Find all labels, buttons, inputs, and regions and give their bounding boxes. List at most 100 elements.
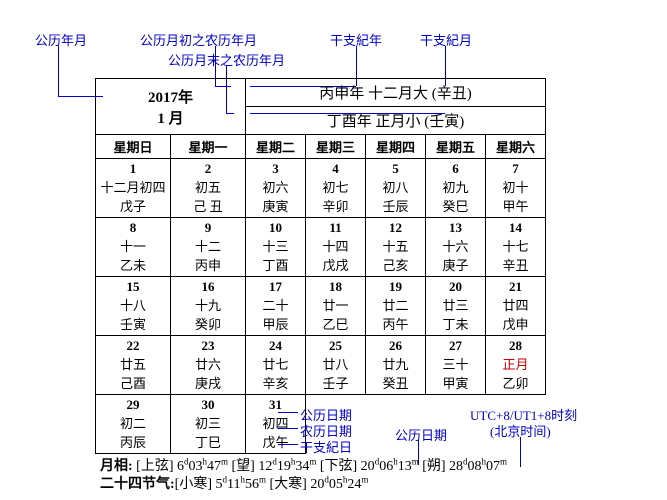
gregorian-day: 16 bbox=[171, 279, 245, 295]
lunar-day: 廿五 bbox=[96, 354, 170, 373]
ganzhi-day: 戊申 bbox=[486, 314, 545, 333]
calendar-cell: 27三十甲寅 bbox=[426, 336, 486, 395]
calendar-cell: 14十七辛丑 bbox=[486, 218, 546, 277]
ganzhi-day: 丙申 bbox=[171, 255, 245, 274]
gregorian-day: 24 bbox=[246, 338, 305, 354]
calendar-cell: 2初五己 丑 bbox=[171, 159, 246, 218]
ganzhi-day: 辛卯 bbox=[306, 196, 365, 215]
gregorian-day: 15 bbox=[96, 279, 170, 295]
gregorian-day: 19 bbox=[366, 279, 425, 295]
header-year: 2017年 bbox=[96, 86, 245, 107]
gregorian-day: 10 bbox=[246, 220, 305, 236]
label-start-lunar: 公历月初之农历年月 bbox=[140, 30, 257, 49]
gregorian-day: 7 bbox=[486, 161, 545, 177]
calendar-cell: 7初十甲午 bbox=[486, 159, 546, 218]
lunar-day: 十二月初四 bbox=[96, 177, 170, 196]
gregorian-day: 12 bbox=[366, 220, 425, 236]
lunar-day: 十三 bbox=[246, 236, 305, 255]
calendar-cell: 25廿八壬子 bbox=[306, 336, 366, 395]
weekday-header: 星期日 bbox=[96, 135, 171, 159]
label-ganzhi-month: 干支紀月 bbox=[420, 30, 472, 49]
header-year-month: 2017年 1 月 bbox=[96, 79, 246, 135]
lunar-day: 廿四 bbox=[486, 295, 545, 314]
weekday-header: 星期四 bbox=[366, 135, 426, 159]
gregorian-day: 14 bbox=[486, 220, 545, 236]
ganzhi-day: 甲辰 bbox=[246, 314, 305, 333]
ganzhi-day: 戊戌 bbox=[306, 255, 365, 274]
gregorian-day: 2 bbox=[171, 161, 245, 177]
header-lunar-line1: 丙申年 十二月大 (辛丑) bbox=[246, 79, 546, 107]
lunar-day: 廿三 bbox=[426, 295, 485, 314]
calendar-cell: 3初六庚寅 bbox=[246, 159, 306, 218]
gregorian-day: 22 bbox=[96, 338, 170, 354]
gregorian-day: 3 bbox=[246, 161, 305, 177]
label-gongli-date2: 公历日期 bbox=[395, 425, 447, 444]
gregorian-day: 30 bbox=[171, 397, 245, 413]
gregorian-day: 26 bbox=[366, 338, 425, 354]
lunar-day: 初九 bbox=[426, 177, 485, 196]
ganzhi-day: 甲午 bbox=[486, 196, 545, 215]
lunar-day: 二十 bbox=[246, 295, 305, 314]
ganzhi-day: 癸卯 bbox=[171, 314, 245, 333]
weekday-header: 星期一 bbox=[171, 135, 246, 159]
gregorian-day: 31 bbox=[246, 397, 305, 413]
gregorian-day: 29 bbox=[96, 397, 170, 413]
ganzhi-day: 丁巳 bbox=[171, 432, 245, 451]
ganzhi-day: 庚戌 bbox=[171, 373, 245, 392]
gregorian-day: 8 bbox=[96, 220, 170, 236]
gregorian-day: 18 bbox=[306, 279, 365, 295]
gregorian-day: 28 bbox=[486, 338, 545, 354]
ganzhi-day: 庚寅 bbox=[246, 196, 305, 215]
header-month: 1 月 bbox=[96, 107, 245, 128]
ganzhi-day: 丙午 bbox=[366, 314, 425, 333]
ganzhi-day: 己 丑 bbox=[171, 196, 245, 215]
ganzhi-day: 壬辰 bbox=[366, 196, 425, 215]
calendar-cell: 4初七辛卯 bbox=[306, 159, 366, 218]
lunar-day: 十八 bbox=[96, 295, 170, 314]
calendar-cell: 28正月乙卯 bbox=[486, 336, 546, 395]
label-ganzhi-day: 干支紀日 bbox=[300, 437, 352, 456]
ganzhi-day: 己酉 bbox=[96, 373, 170, 392]
ganzhi-day: 乙巳 bbox=[306, 314, 365, 333]
arrow-line bbox=[278, 412, 298, 413]
calendar-cell: 16十九癸卯 bbox=[171, 277, 246, 336]
calendar-table: 2017年 1 月 丙申年 十二月大 (辛丑) 丁酉年 正月小 (壬寅) 星期日… bbox=[95, 78, 546, 454]
calendar-cell: 29初二丙辰 bbox=[96, 395, 171, 454]
label-gongli-ym: 公历年月 bbox=[35, 30, 87, 49]
calendar-cell: 23廿六庚戌 bbox=[171, 336, 246, 395]
gregorian-day: 9 bbox=[171, 220, 245, 236]
calendar-cell: 1十二月初四戊子 bbox=[96, 159, 171, 218]
ganzhi-day: 庚子 bbox=[426, 255, 485, 274]
calendar-cell: 13十六庚子 bbox=[426, 218, 486, 277]
lunar-day: 初三 bbox=[171, 413, 245, 432]
ganzhi-day: 壬子 bbox=[306, 373, 365, 392]
calendar-cell: 5初八壬辰 bbox=[366, 159, 426, 218]
ganzhi-day: 丁酉 bbox=[246, 255, 305, 274]
lunar-day: 初二 bbox=[96, 413, 170, 432]
weekday-header: 星期三 bbox=[306, 135, 366, 159]
ganzhi-day: 己亥 bbox=[366, 255, 425, 274]
calendar-cell: 20廿三丁未 bbox=[426, 277, 486, 336]
lunar-day: 十二 bbox=[171, 236, 245, 255]
lunar-day: 廿八 bbox=[306, 354, 365, 373]
lunar-day: 十一 bbox=[96, 236, 170, 255]
ganzhi-day: 乙未 bbox=[96, 255, 170, 274]
calendar-cell: 22廿五己酉 bbox=[96, 336, 171, 395]
lunar-day: 廿一 bbox=[306, 295, 365, 314]
calendar-cell: 19廿二丙午 bbox=[366, 277, 426, 336]
lunar-day: 十四 bbox=[306, 236, 365, 255]
gregorian-day: 11 bbox=[306, 220, 365, 236]
ganzhi-day: 甲寅 bbox=[426, 373, 485, 392]
calendar-cell: 17二十甲辰 bbox=[246, 277, 306, 336]
calendar-cell: 12十五己亥 bbox=[366, 218, 426, 277]
lunar-day: 廿二 bbox=[366, 295, 425, 314]
ganzhi-day: 丁未 bbox=[426, 314, 485, 333]
lunar-day: 三十 bbox=[426, 354, 485, 373]
lunar-day: 廿九 bbox=[366, 354, 425, 373]
calendar-cell: 9十二丙申 bbox=[171, 218, 246, 277]
lunar-day: 初十 bbox=[486, 177, 545, 196]
calendar-cell: 30初三丁巳 bbox=[171, 395, 246, 454]
lunar-day: 廿六 bbox=[171, 354, 245, 373]
ganzhi-day: 戊子 bbox=[96, 196, 170, 215]
lunar-day: 初六 bbox=[246, 177, 305, 196]
